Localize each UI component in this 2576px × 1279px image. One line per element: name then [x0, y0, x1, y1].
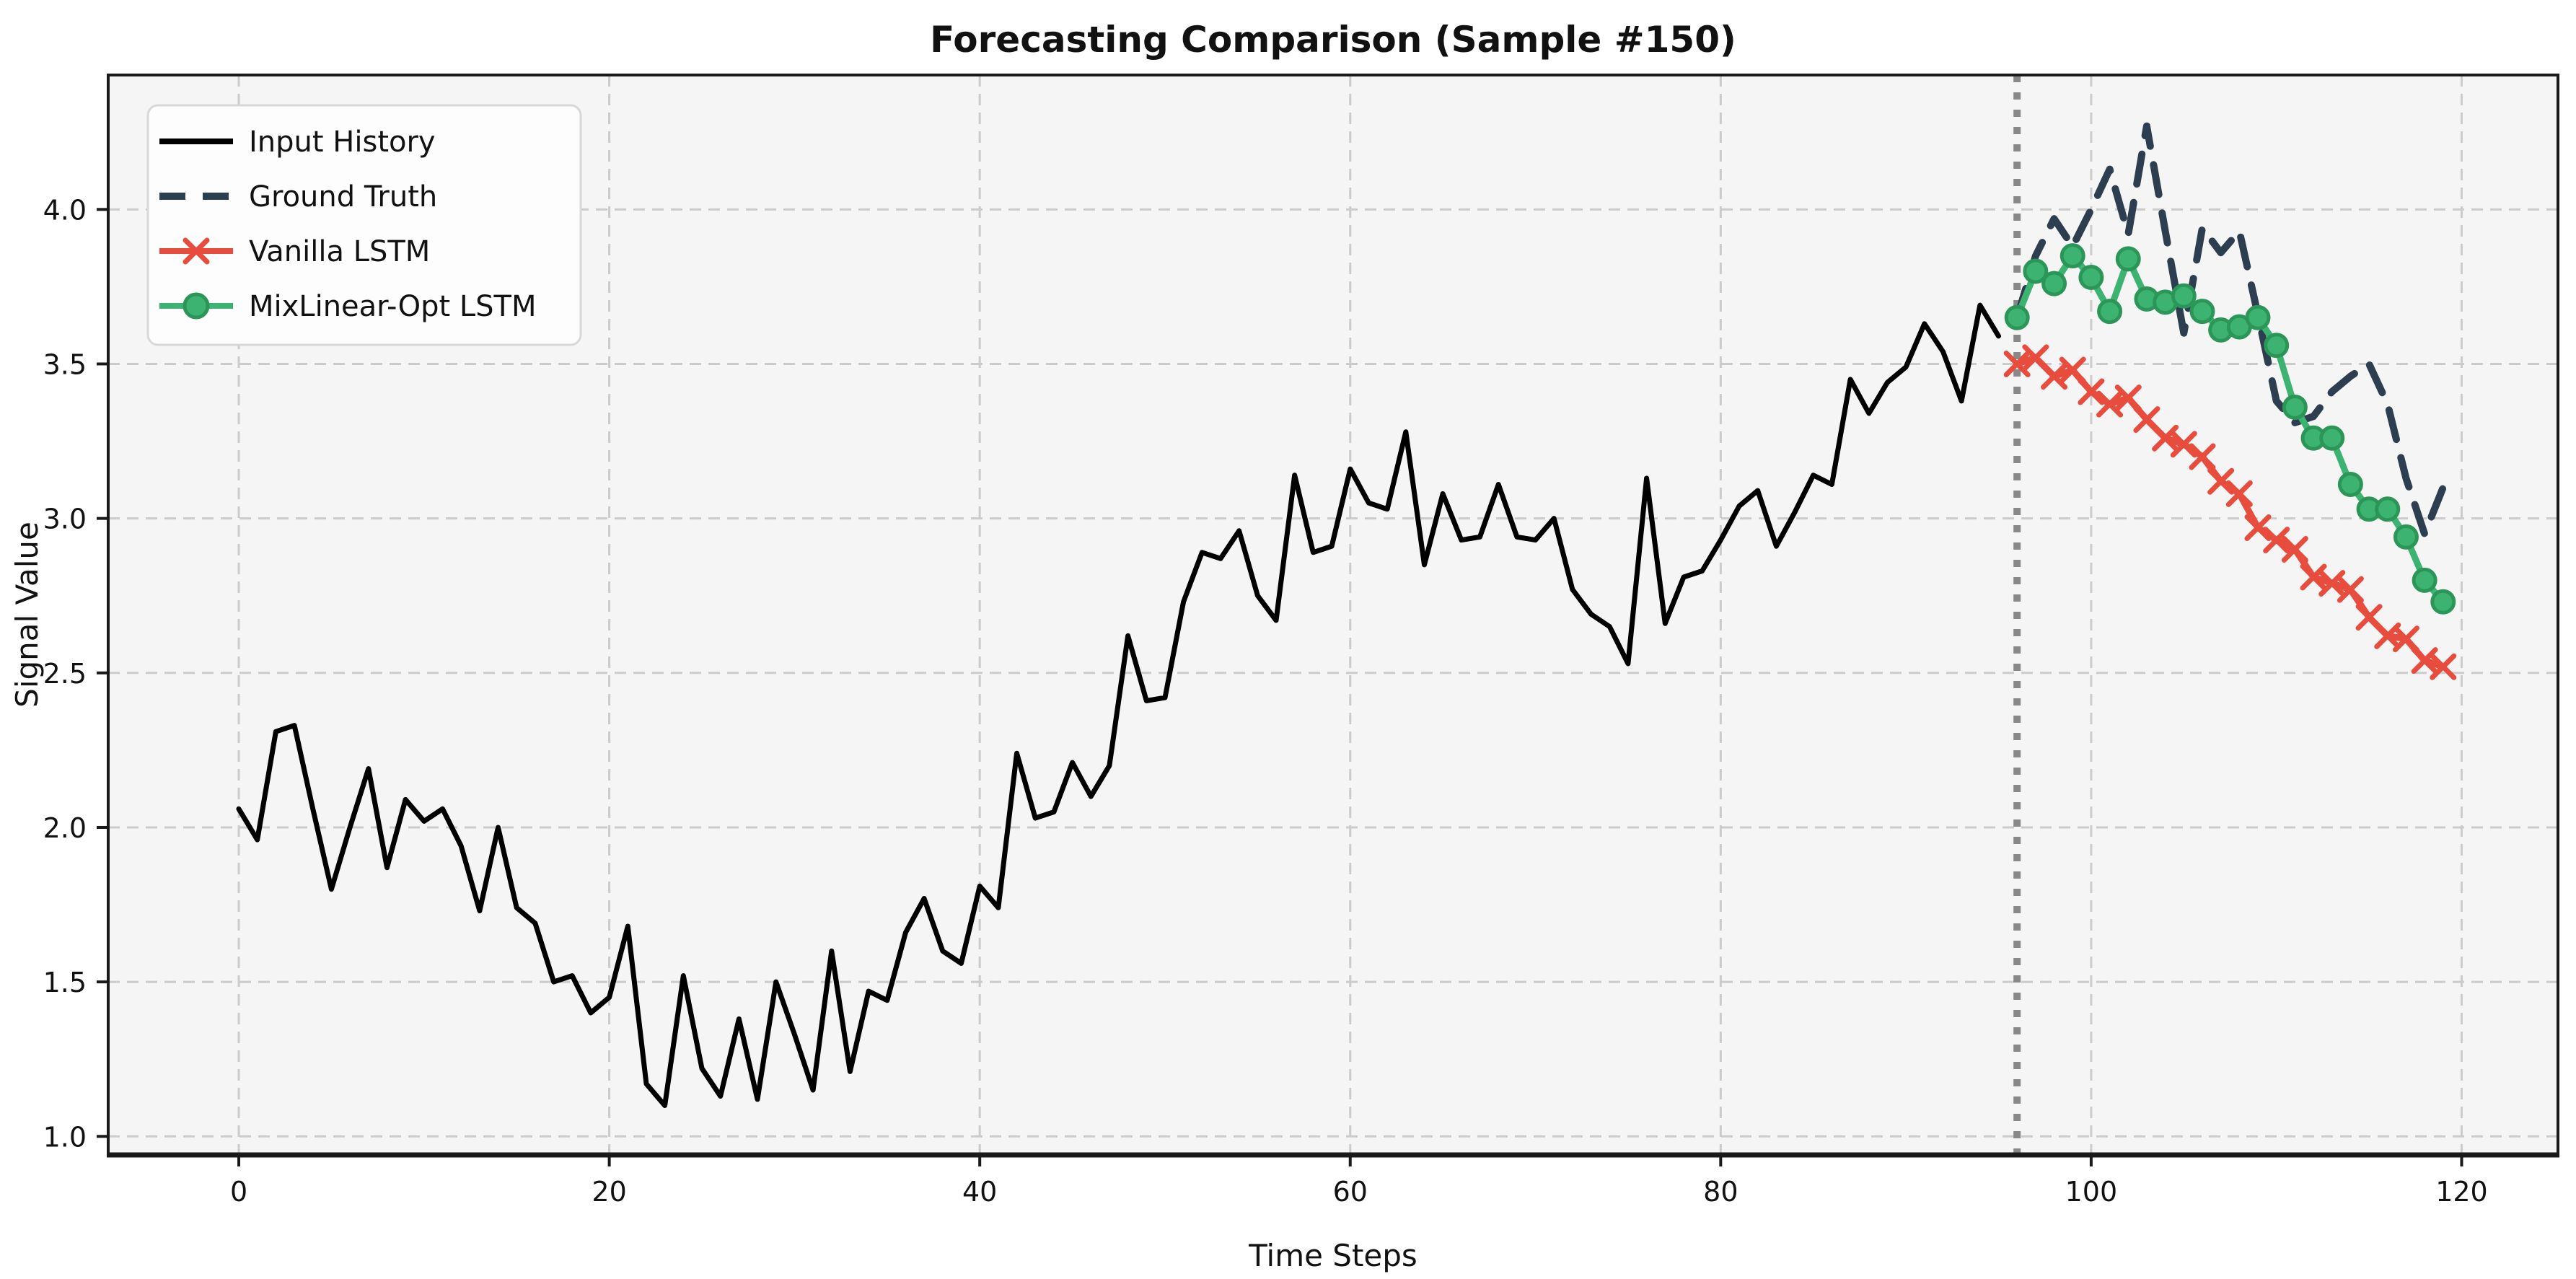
- circle-marker: [2375, 496, 2401, 522]
- circle-marker: [2189, 299, 2215, 325]
- x-tick-label: 40: [962, 1176, 997, 1208]
- x-marker: [2225, 480, 2253, 507]
- x-marker: [2003, 350, 2031, 377]
- circle-marker: [2264, 333, 2290, 359]
- y-tick-label: 1.0: [43, 1121, 87, 1153]
- x-marker: [2096, 390, 2124, 418]
- circle-marker: [2171, 283, 2197, 309]
- x-marker: [2337, 576, 2364, 603]
- circle-marker: [2023, 258, 2049, 284]
- legend-x-marker: [183, 237, 210, 265]
- x-marker: [2244, 514, 2272, 541]
- x-tick-label: 0: [230, 1176, 247, 1208]
- x-marker: [2300, 563, 2327, 591]
- x-marker: [2078, 378, 2105, 405]
- x-tick-label: 100: [2065, 1176, 2118, 1208]
- circle-marker: [2412, 567, 2437, 593]
- x-tick-label: 80: [1703, 1176, 1738, 1208]
- x-axis-label: Time Steps: [1248, 1238, 1417, 1273]
- y-tick-label: 2.0: [43, 812, 87, 844]
- circle-marker: [2078, 265, 2104, 291]
- legend-label: Vanilla LSTM: [249, 235, 430, 268]
- y-tick-label: 4.0: [43, 194, 87, 226]
- x-marker: [2430, 653, 2457, 680]
- x-marker: [2207, 467, 2235, 495]
- series-line-input-history: [236, 302, 2001, 1108]
- x-marker: [2114, 384, 2142, 412]
- y-tick-label: 2.5: [43, 658, 87, 690]
- circle-marker: [2097, 299, 2123, 325]
- x-tick-label: 60: [1333, 1176, 1368, 1208]
- x-marker: [2189, 443, 2216, 470]
- circle-marker: [2393, 524, 2419, 550]
- x-marker: [2041, 363, 2068, 390]
- x-marker: [2318, 570, 2346, 597]
- x-marker: [2392, 625, 2419, 653]
- y-tick-label: 1.5: [43, 967, 87, 998]
- series-line-ground-truth: [2013, 122, 2447, 538]
- x-marker: [2281, 535, 2308, 563]
- circle-marker: [2115, 246, 2141, 272]
- legend-label: Ground Truth: [249, 180, 437, 214]
- x-marker: [2411, 647, 2438, 674]
- x-marker: [2152, 424, 2179, 452]
- circle-marker: [2041, 271, 2067, 296]
- circle-marker: [2430, 589, 2456, 615]
- x-marker: [2170, 431, 2197, 458]
- y-tick-label: 3.5: [43, 348, 87, 380]
- chart-title: Forecasting Comparison (Sample #150): [930, 19, 1736, 61]
- y-tick-label: 3.0: [43, 504, 87, 535]
- circle-marker: [2319, 425, 2345, 451]
- circle-marker: [2245, 304, 2271, 330]
- legend-box: [146, 104, 582, 346]
- x-marker: [2059, 356, 2086, 384]
- legend-label: Input History: [249, 126, 436, 159]
- circle-marker: [2282, 394, 2308, 420]
- x-tick-label: 20: [592, 1176, 626, 1208]
- legend-label: MixLinear-Opt LSTM: [249, 290, 537, 323]
- circle-marker: [2337, 472, 2363, 498]
- legend-circle-marker: [183, 292, 210, 320]
- circle-marker: [2004, 304, 2030, 330]
- y-axis-label: Signal Value: [9, 522, 45, 708]
- x-tick-label: 120: [2435, 1176, 2488, 1208]
- circle-marker: [2060, 243, 2085, 269]
- x-marker: [2263, 527, 2290, 554]
